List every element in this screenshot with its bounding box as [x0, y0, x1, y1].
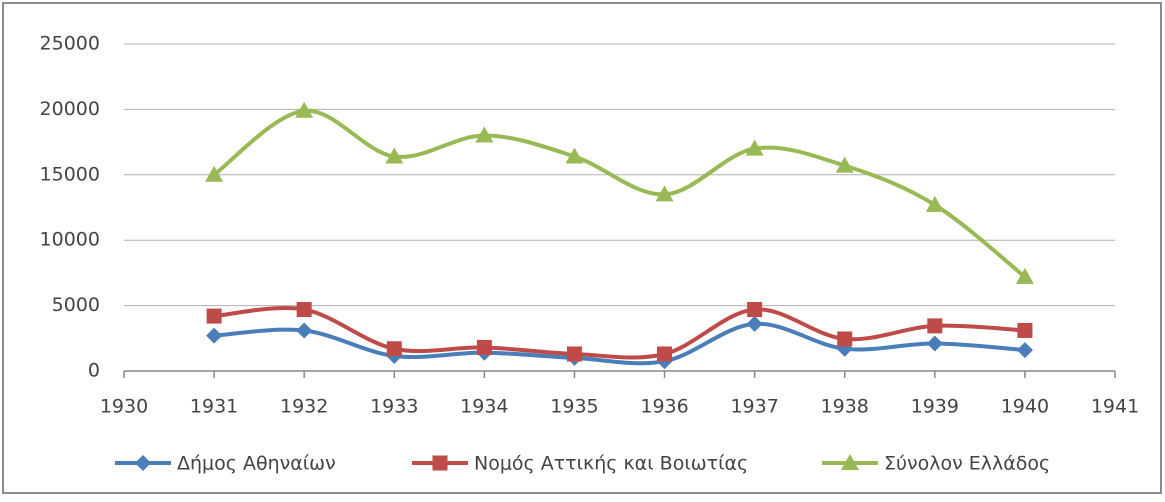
data-point — [295, 101, 314, 118]
data-point — [927, 318, 943, 334]
legend-marker — [841, 454, 859, 470]
data-point — [476, 339, 492, 355]
data-point — [1017, 322, 1033, 338]
data-point — [926, 335, 943, 352]
data-point — [206, 308, 222, 324]
series-line — [213, 306, 1026, 360]
x-tick-label: 1937 — [730, 396, 778, 418]
data-point — [1016, 342, 1033, 359]
data-point — [206, 327, 223, 344]
chart-frame — [2, 2, 1162, 494]
data-point — [566, 346, 582, 362]
data-point — [837, 331, 853, 347]
data-point — [296, 322, 313, 339]
y-tick-label: 5000 — [52, 294, 100, 316]
data-point — [925, 195, 944, 212]
legend-marker — [432, 455, 448, 471]
x-tick-label: 1932 — [280, 396, 328, 418]
data-point — [385, 147, 404, 164]
data-point — [296, 302, 312, 318]
x-tick-label: 1930 — [100, 396, 148, 418]
x-tick-label: 1938 — [821, 396, 869, 418]
y-tick-label: 15000 — [40, 163, 100, 185]
data-point — [747, 302, 763, 318]
data-point — [835, 156, 854, 173]
legend-label: Σύνολον Ελλάδος — [884, 453, 1050, 475]
data-point — [565, 147, 584, 164]
data-point — [1015, 267, 1034, 284]
y-tick-label: 20000 — [40, 98, 100, 120]
x-tick-label: 1934 — [460, 396, 508, 418]
data-point — [746, 315, 763, 332]
series-line — [213, 321, 1026, 366]
y-tick-label: 0 — [88, 360, 100, 382]
x-tick-label: 1931 — [190, 396, 238, 418]
x-tick-label: 1936 — [640, 396, 688, 418]
x-tick-label: 1935 — [550, 396, 598, 418]
legend-label: Δήμος Αθηναίων — [177, 453, 336, 475]
legend-label: Νομός Αττικής και Βοιωτίας — [474, 453, 748, 475]
series-line — [212, 108, 1027, 279]
y-tick-label: 25000 — [40, 33, 100, 55]
y-tick-label: 10000 — [40, 229, 100, 251]
legend-marker — [135, 455, 151, 471]
x-tick-label: 1940 — [1001, 396, 1049, 418]
data-point — [655, 185, 674, 202]
x-tick-label: 1933 — [370, 396, 418, 418]
data-point — [745, 139, 764, 156]
x-tick-label: 1941 — [1091, 396, 1139, 418]
data-point — [475, 126, 494, 143]
x-tick-label: 1939 — [911, 396, 959, 418]
data-point — [657, 346, 673, 362]
data-point — [205, 165, 224, 182]
data-point — [386, 341, 402, 357]
